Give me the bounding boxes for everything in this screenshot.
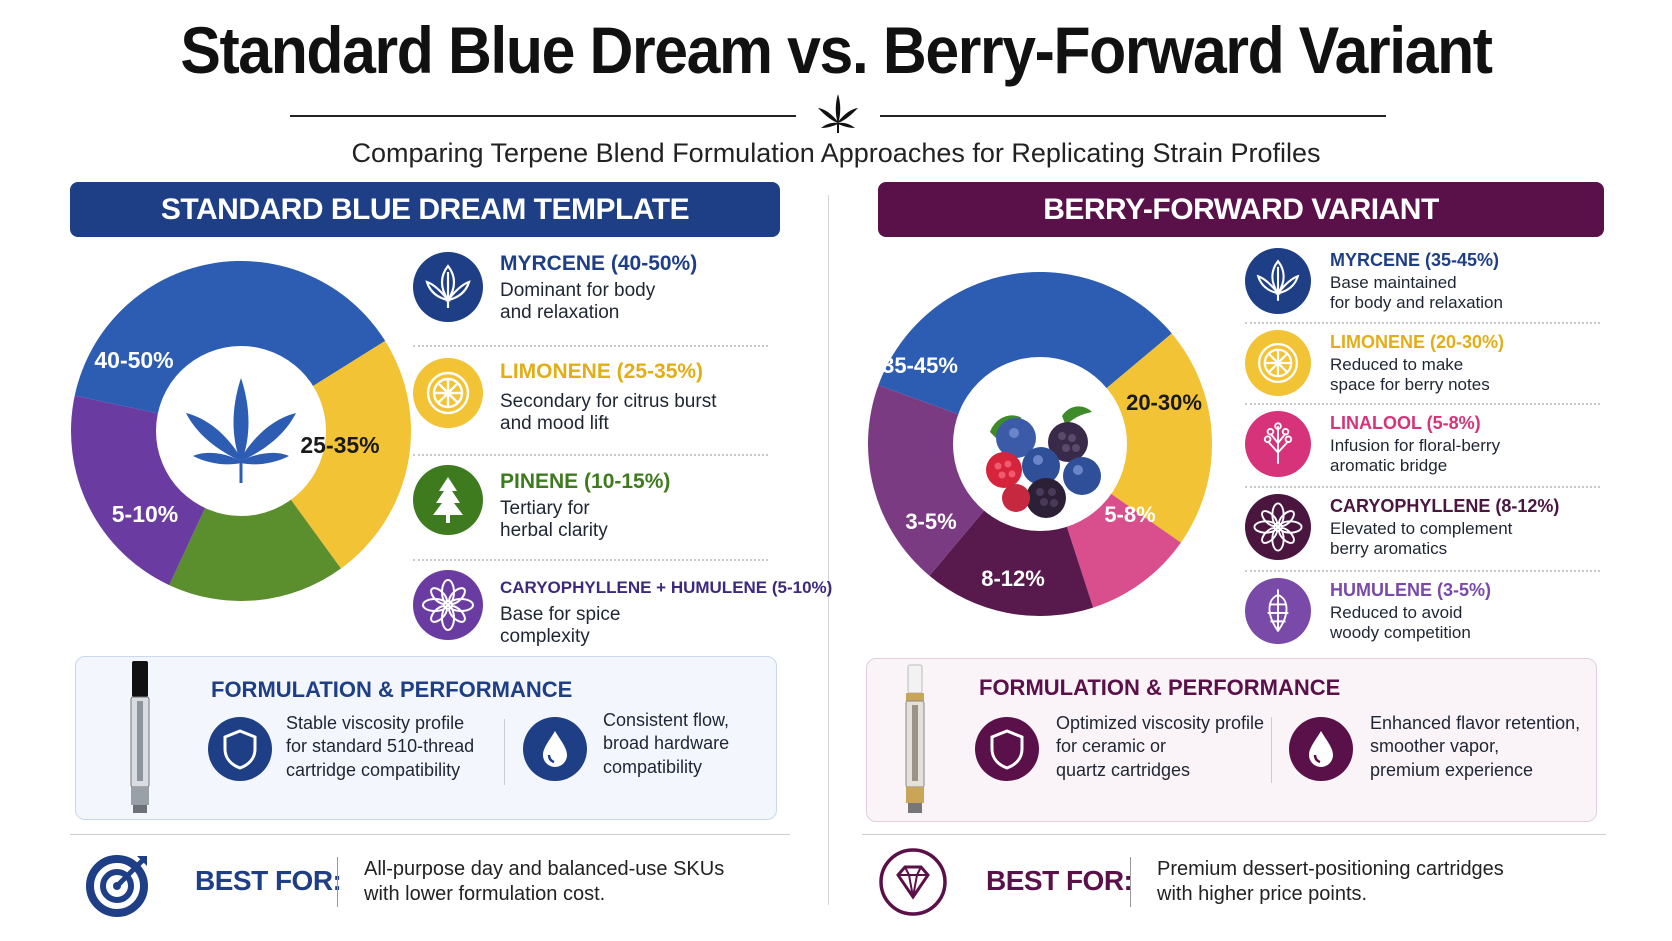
legend-separator	[1245, 322, 1600, 324]
legend-separator	[1245, 403, 1600, 405]
legend-title: CARYOPHYLLENE (8-12%)	[1330, 496, 1560, 516]
legend-desc: Reduced to avoid woody competition	[1330, 603, 1471, 642]
slice-label-humulene: 3-5%	[905, 509, 956, 534]
left-legend-pinene: PINENE (10-15%) Tertiary for herbal clari…	[413, 465, 793, 545]
right-banner: BERRY-FORWARD VARIANT	[878, 182, 1604, 237]
page-subtitle: Comparing Terpene Blend Formulation Appr…	[351, 138, 1321, 168]
perf-text: Consistent flow, broad hardware compatibil…	[603, 710, 730, 777]
legend-separator	[1245, 570, 1600, 572]
legend-separator	[413, 454, 768, 456]
slice-label-myrcene: 35-45%	[882, 353, 958, 378]
cannabis-leaf-icon	[816, 92, 860, 134]
legend-desc: Infusion for floral-berry aromatic bridge	[1330, 436, 1501, 475]
legend-title: LINALOOL (5-8%)	[1330, 413, 1481, 433]
legend-title: HUMULENE (3-5%)	[1330, 580, 1492, 600]
left-banner: STANDARD BLUE DREAM TEMPLATE	[70, 182, 780, 237]
cartridge-icon	[128, 657, 152, 817]
title-rule-left	[290, 115, 796, 117]
left-performance-box: FORMULATION & PERFORMANCE Stable viscosi…	[75, 656, 777, 820]
column-divider	[828, 195, 829, 905]
citrus-icon	[413, 358, 483, 428]
perf-title: FORMULATION & PERFORMANCE	[211, 677, 573, 702]
berries-icon	[986, 406, 1101, 518]
perf-text: Enhanced flavor retention, smoother vapor…	[1370, 713, 1581, 780]
right-legend-limonene: LIMONENE (20-30%) Reduced to make space f…	[1245, 330, 1645, 400]
left-legend-caryophyllene-humulene: CARYOPHYLLENE + HUMULENE (5-10%) Base fo…	[413, 570, 832, 650]
cannabis-leaf-icon	[186, 378, 296, 483]
lavender-icon	[1245, 411, 1311, 477]
best-for-label: BEST FOR:	[986, 865, 1133, 896]
leaf-icon	[413, 252, 483, 322]
cartridge-icon	[903, 661, 927, 817]
right-legend-linalool: LINALOOL (5-8%) Infusion for floral-berr…	[1245, 411, 1645, 481]
left-footer-rule	[70, 834, 790, 835]
legend-desc: Reduced to make space for berry notes	[1330, 355, 1490, 394]
slice-label-linalool: 5-8%	[1104, 502, 1155, 527]
best-for-text: All-purpose day and balanced-use SKUs wit…	[364, 858, 725, 905]
legend-separator	[413, 345, 768, 347]
perf-text: Optimized viscosity profile for ceramic o…	[1056, 713, 1265, 780]
legend-desc: Base maintained for body and relaxation	[1330, 273, 1503, 312]
legend-title: LIMONENE (20-30%)	[1330, 332, 1505, 352]
legend-title: PINENE (10-15%)	[500, 470, 671, 493]
right-footer-rule	[862, 834, 1606, 835]
shield-icon	[208, 717, 272, 781]
legend-desc: Tertiary for herbal clarity	[500, 498, 608, 541]
diamond-icon	[878, 847, 948, 917]
slice-limonene	[241, 340, 412, 569]
best-for-label: BEST FOR:	[195, 865, 342, 896]
slice-pinene	[169, 431, 341, 601]
legend-title: MYRCENE (40-50%)	[500, 252, 698, 275]
page-title: Standard Blue Dream vs. Berry-Forward Va…	[180, 13, 1493, 87]
slice-label-caryophyllene: 8-12%	[981, 566, 1045, 591]
droplet-icon	[523, 717, 587, 781]
slice-myrcene	[878, 272, 1172, 444]
best-for-divider	[337, 857, 338, 907]
slice-label-myrcene: 40-50%	[94, 347, 173, 373]
right-legend-humulene: HUMULENE (3-5%) Reduced to avoid woody co…	[1245, 578, 1645, 648]
slice-label-limonene: 25-35%	[300, 432, 379, 458]
slice-label-limonene: 20-30%	[1126, 390, 1202, 415]
right-legend-caryophyllene: CARYOPHYLLENE (8-12%) Elevated to comple…	[1245, 494, 1645, 564]
left-legend-limonene: LIMONENE (25-35%) Secondary for citrus b…	[413, 358, 793, 438]
leaf-icon	[1245, 248, 1311, 314]
best-for-divider	[1130, 857, 1131, 907]
right-donut-chart: 35-45% 20-30% 5-8% 8-12% 3-5%	[866, 270, 1214, 618]
slice-label-caryophyllene-humulene: 5-10%	[112, 501, 178, 527]
right-legend-myrcene: MYRCENE (35-45%) Base maintained for body…	[1245, 248, 1645, 318]
legend-separator	[413, 559, 768, 561]
legend-title: CARYOPHYLLENE + HUMULENE (5-10%)	[500, 578, 833, 597]
legend-separator	[1245, 486, 1600, 488]
legend-desc: Dominant for body and relaxation	[500, 280, 656, 323]
best-for-text: Premium dessert-positioning cartridges wi…	[1157, 858, 1504, 905]
legend-desc: Secondary for citrus burst and mood lift	[500, 391, 717, 434]
left-legend-myrcene: MYRCENE (40-50%) Dominant for body and re…	[413, 252, 793, 332]
flower-icon	[1245, 494, 1311, 560]
left-donut-chart: 40-50% 25-35% 5-10%	[68, 258, 414, 604]
right-performance-box: FORMULATION & PERFORMANCE Optimized visc…	[866, 658, 1597, 822]
perf-divider	[504, 719, 505, 785]
title-rule-right	[880, 115, 1386, 117]
legend-desc: Base for spice complexity	[500, 604, 621, 647]
hops-icon	[1245, 578, 1311, 644]
legend-desc: Elevated to complement berry aromatics	[1330, 519, 1513, 558]
flower-icon	[413, 570, 483, 640]
legend-title: LIMONENE (25-35%)	[500, 360, 704, 383]
perf-divider	[1271, 717, 1272, 783]
legend-title: MYRCENE (35-45%)	[1330, 250, 1500, 270]
perf-title: FORMULATION & PERFORMANCE	[979, 675, 1341, 700]
perf-text: Stable viscosity profile for standard 510…	[286, 713, 475, 780]
citrus-icon	[1245, 330, 1311, 396]
shield-icon	[975, 717, 1039, 781]
pine-tree-icon	[413, 465, 483, 535]
target-icon	[85, 850, 153, 918]
droplet-icon	[1289, 717, 1353, 781]
